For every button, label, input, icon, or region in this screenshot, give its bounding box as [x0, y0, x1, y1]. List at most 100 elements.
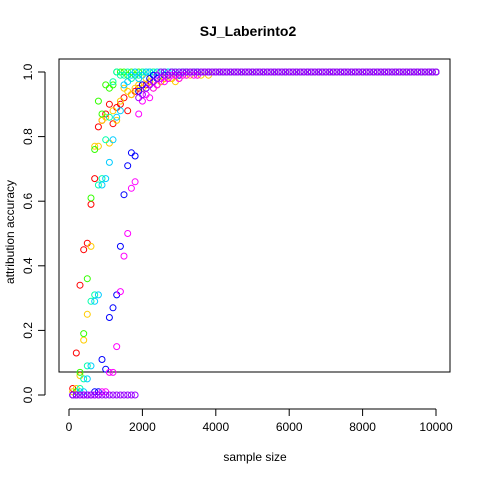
data-point — [175, 68, 183, 76]
chart-title: SJ_Laberinto2 — [200, 23, 297, 39]
data-point — [109, 136, 117, 144]
data-point — [348, 68, 356, 76]
data-point — [395, 68, 403, 76]
data-point — [399, 68, 407, 76]
data-point — [227, 68, 234, 76]
data-point — [201, 68, 209, 76]
data-point — [109, 78, 117, 86]
data-point — [124, 78, 132, 86]
data-point — [105, 314, 113, 321]
data-point — [296, 68, 304, 76]
data-point — [72, 391, 80, 399]
data-point — [98, 356, 106, 363]
data-point — [318, 68, 326, 76]
data-point — [370, 68, 378, 76]
data-point — [94, 291, 102, 299]
data-point — [105, 391, 113, 399]
data-point — [304, 68, 312, 76]
data-point — [83, 362, 91, 370]
data-point — [98, 110, 106, 118]
data-point — [116, 242, 124, 250]
data-point — [293, 68, 300, 76]
data-point — [285, 68, 293, 76]
y-tick-label: 0.8 — [21, 128, 35, 145]
data-point — [131, 152, 139, 160]
data-point — [403, 68, 411, 76]
x-tick-label: 8000 — [349, 420, 376, 434]
data-point — [241, 68, 249, 76]
data-point — [109, 107, 117, 115]
data-point — [260, 68, 267, 76]
data-point — [87, 297, 95, 305]
data-points — [69, 68, 440, 399]
data-point — [124, 391, 132, 399]
data-point — [116, 107, 124, 115]
data-point — [359, 68, 367, 76]
data-point — [91, 175, 99, 183]
data-point — [113, 113, 121, 121]
data-point — [392, 68, 400, 76]
data-point — [315, 68, 323, 76]
data-point — [94, 97, 102, 105]
data-point — [384, 68, 392, 76]
data-point — [300, 68, 308, 76]
data-point — [98, 391, 106, 399]
data-point — [124, 107, 132, 115]
data-point — [366, 68, 374, 76]
data-point — [252, 68, 260, 76]
data-point — [230, 68, 238, 76]
x-tick-label: 6000 — [276, 420, 303, 434]
data-point — [124, 230, 132, 237]
data-point — [377, 68, 385, 76]
data-point — [131, 391, 139, 399]
data-point — [135, 110, 143, 118]
data-point — [351, 68, 359, 76]
data-point — [94, 123, 102, 131]
data-point — [87, 194, 95, 202]
data-point — [355, 68, 363, 76]
data-point — [329, 68, 337, 76]
y-axis: 0.0 0.2 0.4 0.6 0.8 1.0 — [21, 63, 46, 403]
data-point — [179, 68, 187, 76]
data-point — [113, 343, 121, 351]
data-point — [142, 68, 150, 76]
data-point — [87, 391, 95, 399]
data-point — [124, 162, 132, 170]
data-point — [98, 181, 106, 189]
data-point — [116, 391, 124, 399]
data-point — [76, 281, 84, 289]
data-point — [238, 68, 245, 76]
data-point — [333, 68, 341, 76]
data-point — [410, 68, 418, 76]
data-point — [105, 158, 113, 166]
y-axis-label: attribution accuracy — [3, 180, 17, 284]
data-point — [69, 391, 77, 399]
data-point — [109, 368, 117, 376]
data-point — [234, 68, 242, 76]
data-point — [113, 391, 121, 399]
data-point — [83, 375, 91, 383]
data-point — [105, 113, 113, 121]
data-point — [120, 391, 128, 399]
data-point — [278, 68, 286, 76]
data-point — [109, 391, 117, 399]
data-point — [256, 68, 264, 76]
data-point — [208, 68, 216, 76]
data-point — [168, 68, 176, 76]
data-point — [120, 191, 128, 199]
data-point — [171, 68, 179, 76]
data-point — [267, 68, 275, 76]
data-point — [113, 116, 121, 124]
data-point — [131, 68, 139, 76]
data-point — [425, 68, 433, 76]
data-point — [311, 68, 319, 76]
data-point — [80, 375, 88, 383]
data-point — [91, 146, 99, 153]
y-tick-label: 0.0 — [21, 386, 35, 403]
data-point — [322, 68, 330, 76]
data-point — [190, 68, 198, 76]
data-point — [373, 68, 381, 76]
data-point — [362, 68, 370, 76]
